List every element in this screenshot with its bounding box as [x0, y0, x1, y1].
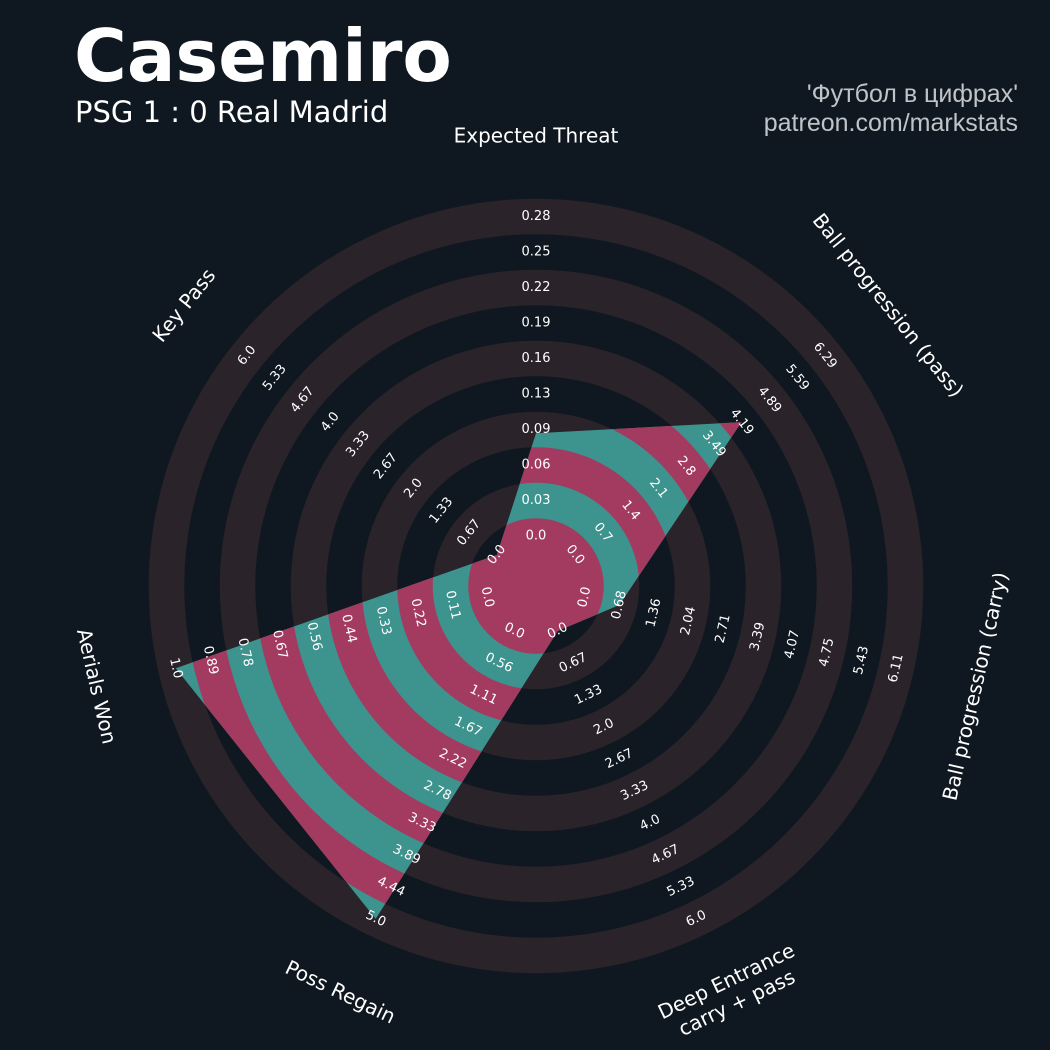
tick-label: 1.33 [572, 682, 605, 708]
tick-label: 0.78 [234, 637, 255, 669]
tick-label: 0.09 [522, 422, 551, 437]
tick-label: 0.89 [200, 645, 221, 677]
match-subtitle: PSG 1 : 0 Real Madrid [75, 95, 389, 129]
tick-label: 4.75 [816, 637, 837, 669]
param-label: Aerials Won [72, 626, 122, 746]
tick-label: 4.07 [782, 629, 803, 661]
tick-label: 0.03 [522, 493, 551, 508]
tick-label: 0.11 [442, 589, 463, 621]
tick-label: 0.16 [522, 351, 551, 366]
tick-label: 0.25 [522, 245, 551, 260]
tick-label: 0.0 [478, 585, 497, 609]
param-label: Expected Threat [454, 124, 619, 148]
tick-label: 0.68 [609, 589, 630, 621]
tick-label: 0.13 [522, 387, 551, 402]
tick-label: 0.44 [338, 613, 359, 645]
tick-label: 5.43 [851, 645, 872, 677]
tick-label: 6.11 [886, 652, 907, 684]
tick-label: 0.28 [522, 209, 551, 224]
tick-label: 5.33 [260, 362, 290, 394]
tick-label: 2.67 [603, 746, 636, 772]
tick-label: 3.39 [747, 621, 768, 653]
tick-label: 0.19 [522, 316, 551, 331]
polygon-center-band [468, 518, 604, 654]
tick-label: 1.36 [643, 597, 664, 629]
page-title: Casemiro [74, 14, 452, 98]
tick-label: 0.22 [408, 597, 429, 629]
param-label: Poss Regain [282, 955, 400, 1028]
credits: 'Футбол в цифрах' patreon.com/markstats [764, 80, 1018, 138]
credit-source: 'Футбол в цифрах' [806, 80, 1018, 108]
tick-label: 0.67 [269, 629, 290, 661]
credit-link: patreon.com/markstats [763, 109, 1018, 137]
param-label: Ball progression (carry) [938, 570, 1013, 803]
tick-label: 4.0 [638, 812, 663, 834]
param-label: Key Pass [147, 264, 220, 347]
tick-label: 0.22 [522, 280, 551, 295]
tick-label: 4.0 [318, 409, 343, 435]
tick-label: 5.59 [782, 362, 812, 394]
tick-label: 5.33 [665, 874, 698, 900]
tick-label: 2.04 [678, 605, 699, 637]
tick-label: 2.67 [371, 450, 401, 482]
tick-label: 1.33 [427, 495, 457, 527]
tick-label: 2.71 [713, 613, 734, 645]
tick-label: 0.0 [575, 585, 594, 609]
tick-label: 0.06 [522, 458, 551, 473]
tick-label: 0.0 [526, 529, 547, 544]
tick-label: 0.33 [373, 605, 394, 637]
tick-label: 1.0 [166, 656, 185, 680]
tick-label: 0.56 [304, 621, 325, 653]
